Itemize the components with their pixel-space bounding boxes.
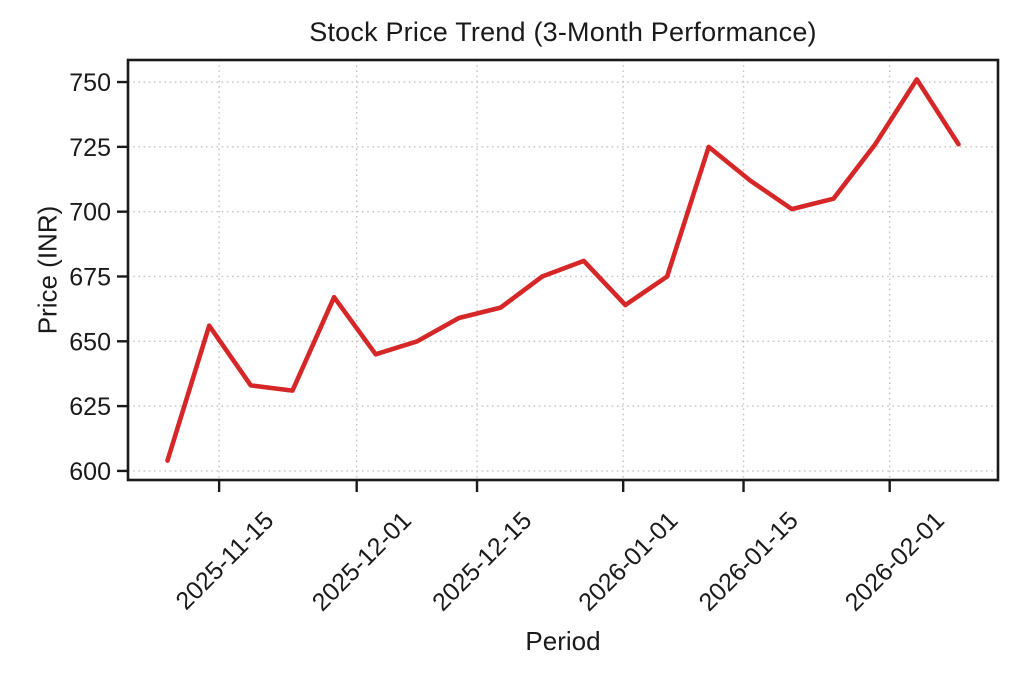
y-tick-label: 675 [69,263,111,291]
price-line [165,77,961,463]
y-tick-label: 725 [69,134,111,162]
x-axis-label: Period [525,626,601,656]
y-tick-label: 600 [69,458,111,486]
y-tick-label: 750 [69,69,111,97]
y-tick-label: 625 [69,393,111,421]
y-tick-label: 700 [69,199,111,227]
x-tick-label: 2025-12-01 [307,506,417,616]
y-tick-label: 650 [69,328,111,356]
x-tick-label: 2025-12-15 [427,506,537,616]
x-tick-label: 2026-01-01 [573,506,683,616]
x-tick-label: 2025-11-15 [170,506,279,615]
chart-title: Stock Price Trend (3-Month Performance) [309,17,817,47]
x-tick-label: 2026-01-15 [694,506,804,616]
x-tick-label: 2026-02-01 [840,506,950,616]
plot-border [126,58,1000,482]
